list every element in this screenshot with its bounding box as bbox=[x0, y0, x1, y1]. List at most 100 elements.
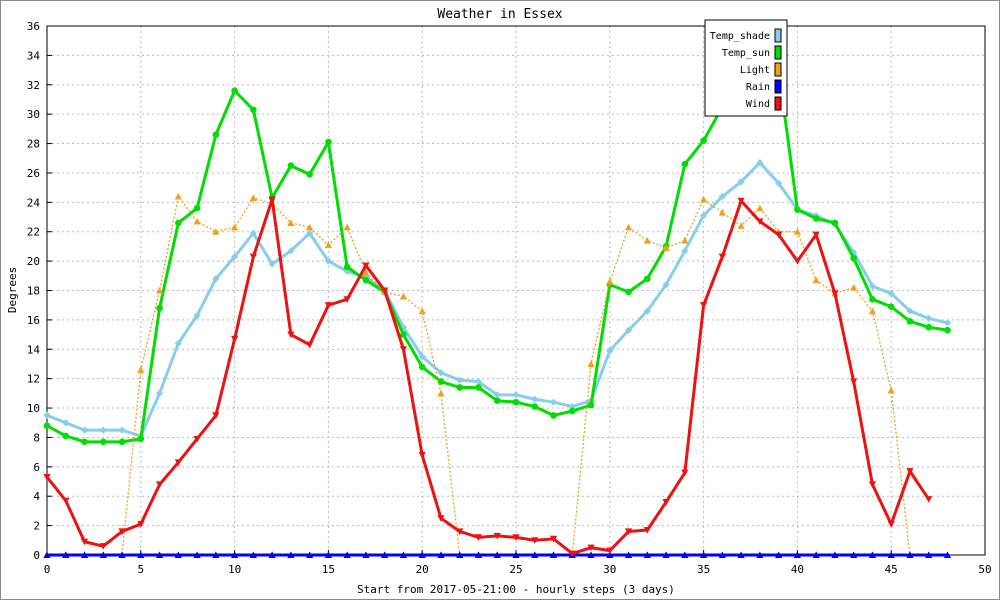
data-point-rain-1 bbox=[62, 551, 70, 559]
data-point-light-31 bbox=[624, 223, 633, 231]
data-point-rain-39 bbox=[775, 551, 783, 559]
data-point-rain-47 bbox=[925, 551, 933, 559]
data-point-wind-35 bbox=[700, 302, 708, 309]
data-point-temp-sun-15 bbox=[325, 138, 332, 146]
data-point-temp-shade-47 bbox=[925, 314, 933, 323]
legend-swatch-light bbox=[774, 62, 782, 77]
y-tick-label-15: 30 bbox=[27, 108, 40, 121]
data-point-light-16 bbox=[343, 223, 351, 231]
y-tick-label-8: 16 bbox=[27, 314, 40, 327]
x-tick-label-1: 5 bbox=[137, 563, 144, 576]
data-point-wind-24 bbox=[493, 532, 501, 540]
data-point-temp-shade-1 bbox=[62, 419, 70, 427]
data-point-wind-16 bbox=[343, 296, 351, 303]
x-tick-label-4: 20 bbox=[416, 563, 429, 576]
data-point-temp-shade-46 bbox=[906, 307, 914, 315]
data-point-temp-sun-17 bbox=[362, 276, 370, 284]
y-tick-label-5: 10 bbox=[27, 402, 40, 415]
series-group bbox=[43, 37, 952, 559]
data-point-temp-shade-24 bbox=[493, 391, 501, 399]
legend-swatch-temp-shade bbox=[774, 28, 782, 43]
data-point-rain-33 bbox=[662, 551, 670, 559]
data-point-wind-1 bbox=[62, 497, 70, 505]
data-point-temp-sun-46 bbox=[906, 318, 914, 325]
data-point-temp-shade-8 bbox=[193, 311, 201, 320]
y-tick-label-17: 34 bbox=[27, 49, 41, 62]
data-point-wind-10 bbox=[231, 335, 239, 343]
data-point-rain-24 bbox=[493, 551, 501, 559]
chart-title: Weather in Essex bbox=[437, 7, 562, 22]
data-point-wind-11 bbox=[249, 253, 257, 261]
data-point-wind-28 bbox=[568, 550, 576, 558]
data-point-rain-42 bbox=[831, 551, 839, 559]
data-point-temp-sun-27 bbox=[550, 412, 557, 419]
data-point-rain-26 bbox=[531, 551, 539, 559]
data-point-rain-43 bbox=[850, 551, 858, 559]
data-point-light-36 bbox=[718, 209, 726, 216]
data-point-light-5 bbox=[137, 366, 145, 373]
data-point-rain-41 bbox=[812, 551, 820, 559]
data-point-temp-shade-11 bbox=[249, 229, 257, 237]
legend: Temp_shade Temp_sun Light Rain Wind bbox=[704, 19, 788, 117]
data-point-wind-23 bbox=[474, 534, 483, 541]
data-point-temp-shade-26 bbox=[531, 395, 539, 403]
data-point-light-29 bbox=[587, 360, 595, 368]
data-point-rain-7 bbox=[174, 551, 182, 559]
data-point-wind-13 bbox=[287, 331, 295, 339]
data-point-wind-7 bbox=[174, 459, 182, 467]
data-point-temp-shade-3 bbox=[99, 426, 107, 434]
data-point-rain-4 bbox=[118, 551, 126, 559]
data-point-rain-2 bbox=[80, 551, 89, 559]
legend-swatch-wind bbox=[774, 96, 782, 111]
series-wind bbox=[43, 196, 933, 558]
data-point-rain-10 bbox=[231, 551, 239, 559]
data-point-light-9 bbox=[212, 228, 220, 235]
data-point-temp-sun-45 bbox=[887, 303, 895, 310]
data-point-wind-34 bbox=[681, 469, 689, 477]
data-point-rain-9 bbox=[212, 551, 220, 559]
data-point-temp-shade-33 bbox=[662, 281, 670, 289]
data-point-light-17 bbox=[362, 269, 370, 276]
data-point-light-38 bbox=[756, 204, 764, 212]
data-point-temp-shade-14 bbox=[306, 229, 314, 237]
data-point-light-32 bbox=[643, 236, 651, 244]
data-point-rain-40 bbox=[793, 551, 801, 559]
data-point-rain-31 bbox=[624, 551, 633, 559]
x-tick-label-10: 50 bbox=[978, 563, 991, 576]
data-point-temp-shade-30 bbox=[606, 347, 614, 355]
data-point-temp-sun-6 bbox=[156, 304, 163, 312]
x-axis-label: Start from 2017-05-21:00 - hourly steps … bbox=[357, 583, 675, 596]
x-tick-label-5: 25 bbox=[509, 563, 522, 576]
legend-label-light: Light bbox=[740, 65, 770, 76]
data-point-wind-21 bbox=[437, 515, 445, 522]
data-point-rain-6 bbox=[155, 551, 164, 559]
data-point-temp-shade-13 bbox=[287, 247, 295, 255]
data-point-wind-47 bbox=[925, 496, 933, 503]
data-point-wind-31 bbox=[624, 528, 633, 536]
data-point-temp-shade-2 bbox=[80, 426, 89, 434]
data-point-temp-shade-9 bbox=[212, 275, 220, 283]
data-point-wind-19 bbox=[399, 346, 408, 353]
data-point-temp-sun-28 bbox=[568, 407, 576, 415]
data-point-rain-18 bbox=[381, 551, 389, 559]
data-point-wind-37 bbox=[737, 197, 745, 205]
data-point-wind-36 bbox=[718, 253, 726, 261]
data-point-temp-sun-9 bbox=[212, 131, 220, 139]
y-tick-label-11: 22 bbox=[27, 226, 40, 239]
y-tick-label-9: 18 bbox=[27, 285, 40, 298]
data-point-temp-sun-42 bbox=[831, 219, 839, 227]
y-tick-label-10: 20 bbox=[27, 255, 40, 268]
x-tick-label-9: 45 bbox=[885, 563, 898, 576]
data-point-temp-sun-22 bbox=[456, 384, 464, 391]
data-point-temp-sun-26 bbox=[531, 403, 539, 410]
data-point-rain-12 bbox=[268, 551, 276, 559]
data-point-rain-29 bbox=[587, 551, 595, 559]
data-point-temp-sun-35 bbox=[700, 137, 707, 144]
data-point-wind-4 bbox=[118, 528, 126, 536]
data-point-rain-0 bbox=[43, 551, 51, 559]
data-point-wind-20 bbox=[418, 452, 426, 459]
data-point-wind-2 bbox=[80, 538, 89, 546]
data-point-temp-sun-14 bbox=[306, 171, 313, 178]
data-point-light-13 bbox=[287, 219, 295, 226]
